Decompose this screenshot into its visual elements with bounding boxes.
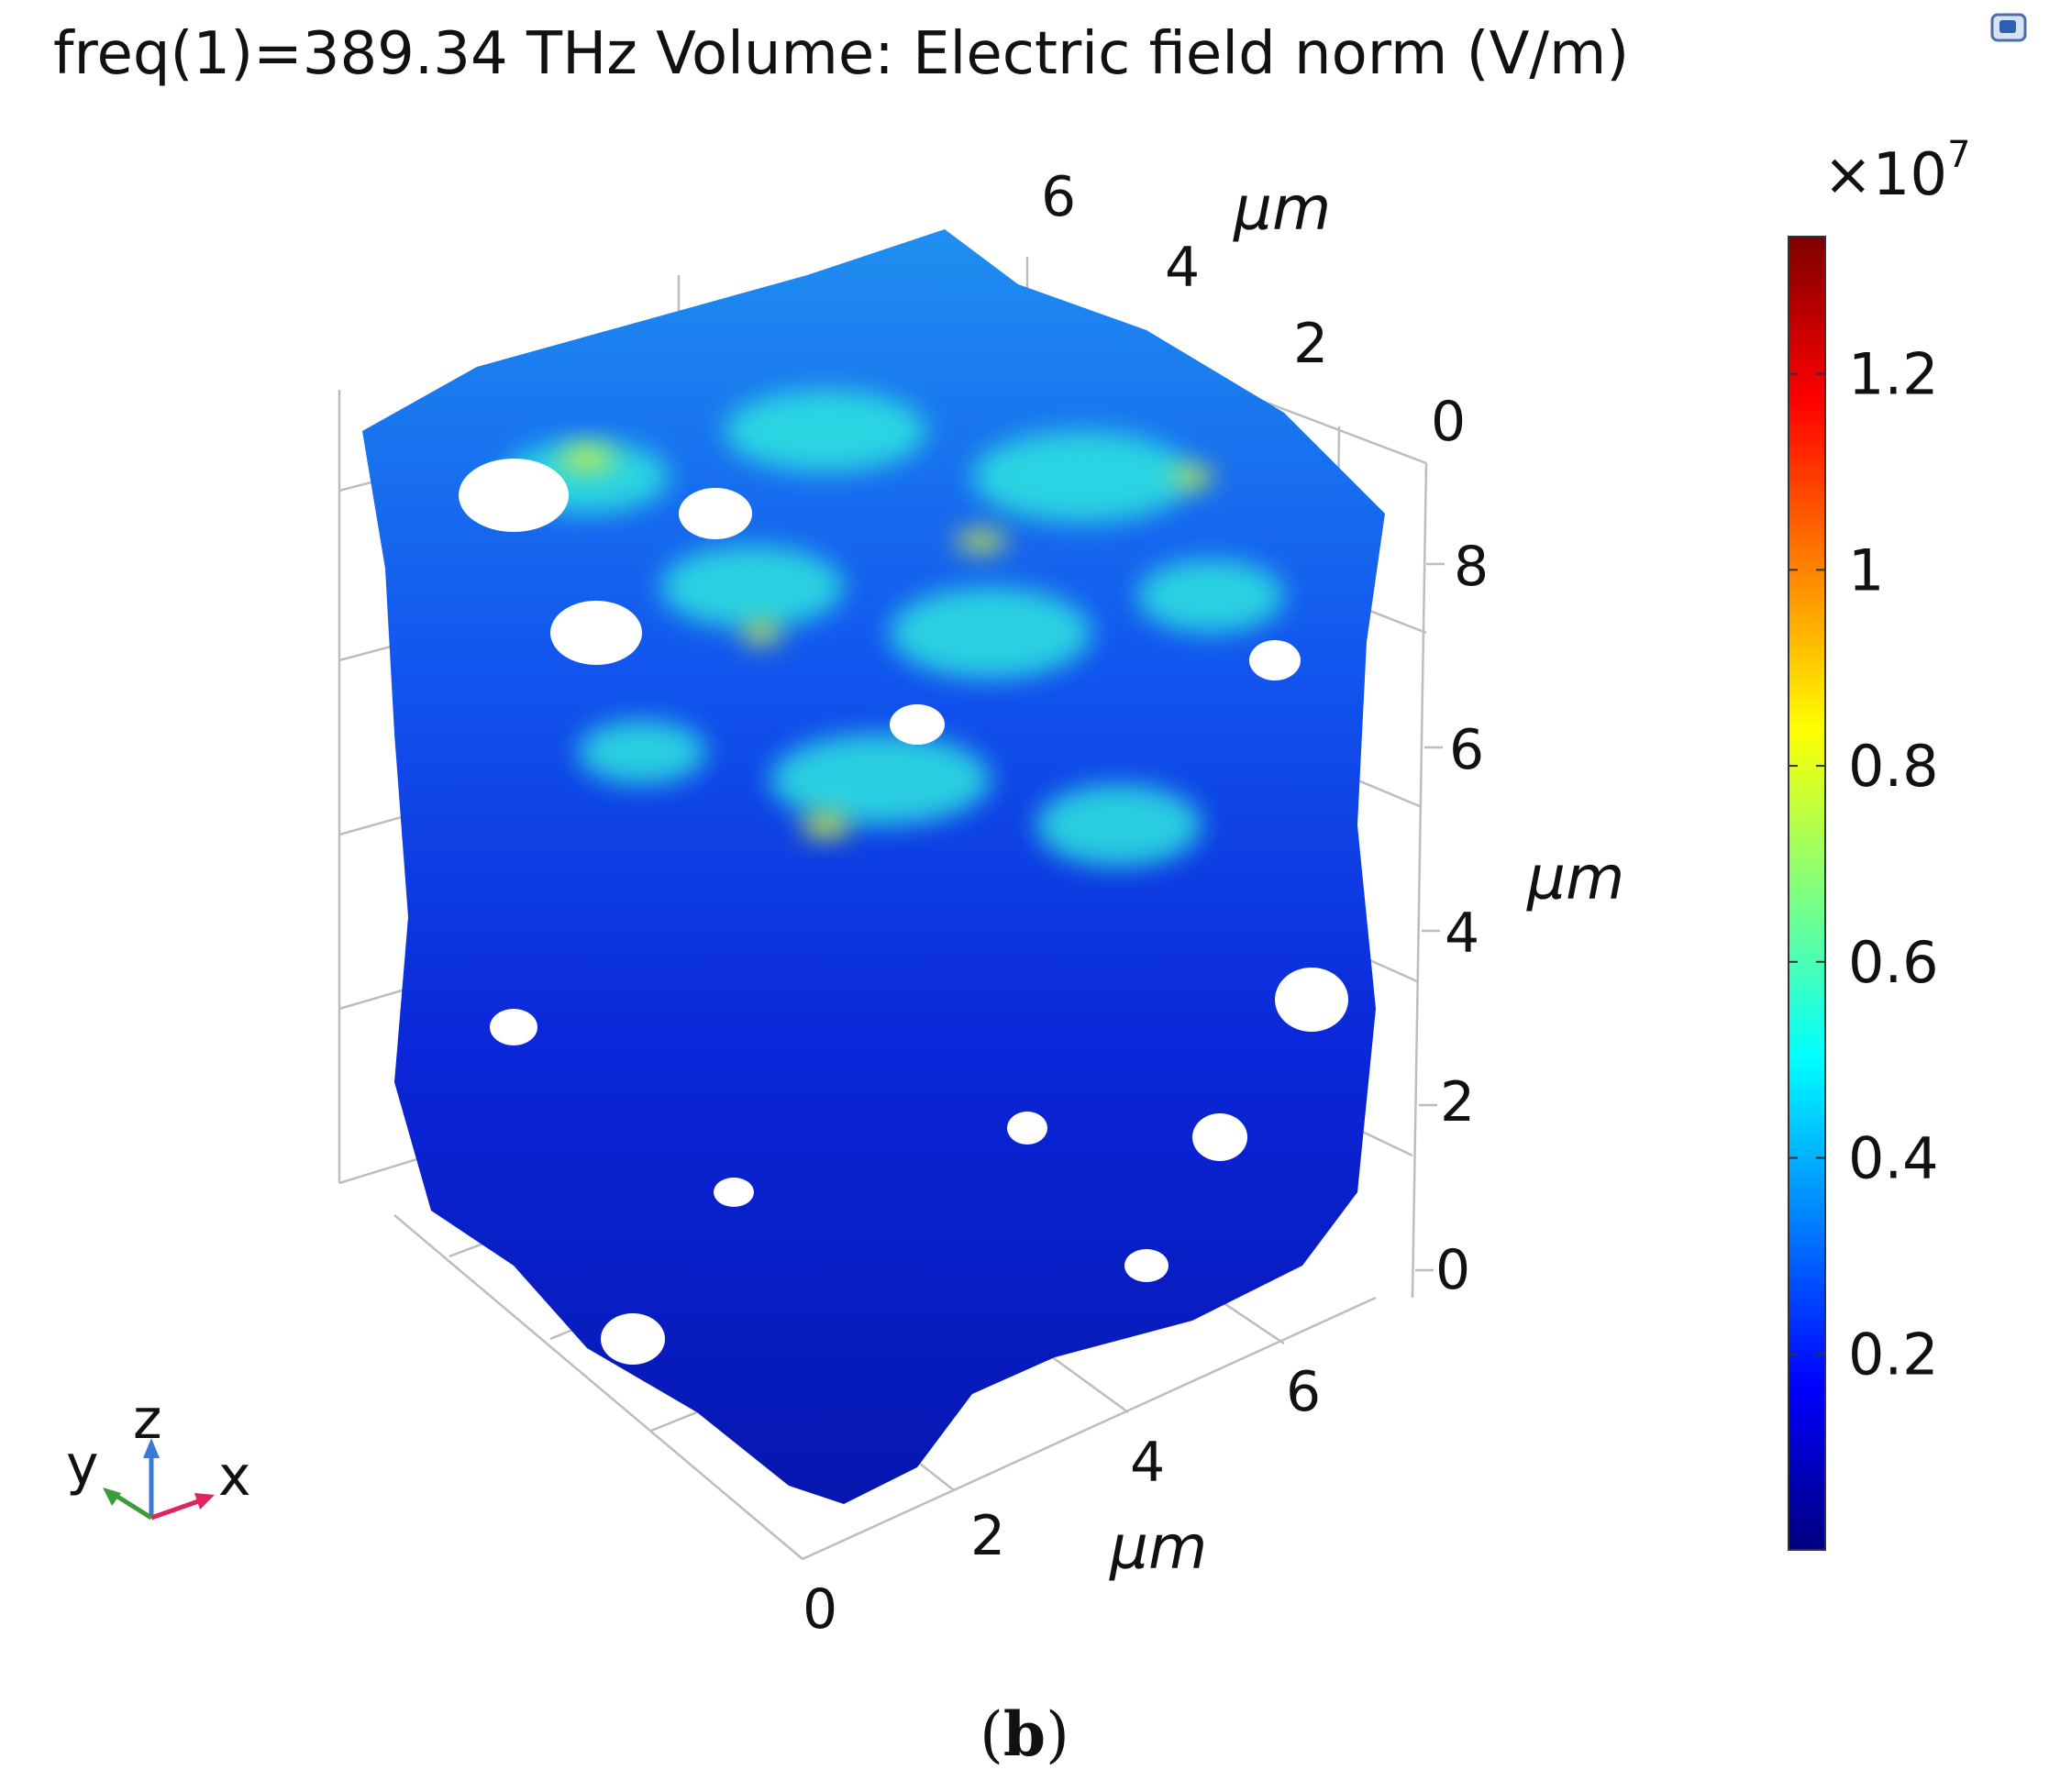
porous-structure: [362, 229, 1385, 1504]
x-tick-label: 6: [1286, 1360, 1321, 1424]
y-tick-label: 6: [1041, 165, 1076, 229]
x-tick-label: 2: [970, 1504, 1005, 1568]
colorbar-tick-label: 1.2: [1848, 341, 1939, 408]
colorbar-tick-label: 1: [1848, 536, 1884, 603]
colorbar-exponent: 7: [1947, 134, 1971, 176]
x-tick-label: 4: [1130, 1431, 1165, 1495]
colorbar-gradient: [1788, 236, 1826, 1551]
colorbar-tick-label: 0.4: [1848, 1125, 1939, 1192]
peak-spots: [559, 446, 1213, 838]
pores: [459, 459, 1348, 1365]
x-tick-label: 0: [803, 1577, 837, 1642]
colorbar-multiplier: ×107: [1823, 134, 1971, 209]
triad-z-label: z: [133, 1388, 162, 1452]
z-tick-label: 2: [1440, 1070, 1475, 1134]
y-tick-label: 4: [1165, 236, 1200, 300]
z-tick-label: 6: [1449, 718, 1484, 782]
colorbar: 0.2 0.4 0.6 0.8 1 1.2: [1788, 236, 1939, 1551]
colorbar-tick-label: 0.8: [1848, 733, 1939, 800]
triad-y-label: y: [66, 1433, 99, 1498]
panel-label: (b): [980, 1698, 1069, 1770]
x-axis-label: µm: [1109, 1512, 1207, 1583]
hot-spots: [504, 390, 1284, 867]
triad-x-label: x: [218, 1444, 251, 1509]
z-tick-label: 0: [1435, 1238, 1470, 1302]
y-tick-label: 2: [1293, 312, 1328, 376]
plot-title: freq(1)=389.34 THz Volume: Electric fiel…: [53, 20, 1630, 88]
colorbar-tick-label: 0.2: [1848, 1321, 1939, 1388]
y-tick-label: 0: [1431, 390, 1466, 454]
z-axis-label: µm: [1526, 843, 1624, 913]
view-icon[interactable]: [1988, 9, 2029, 46]
y-axis-label: µm: [1233, 173, 1331, 244]
axis-orientation-triad: z x y: [66, 1388, 251, 1521]
z-tick-label: 4: [1445, 902, 1479, 966]
structure-body: [362, 229, 1385, 1504]
colorbar-tick-label: 0.6: [1848, 929, 1939, 996]
z-tick-label: 8: [1454, 535, 1489, 599]
